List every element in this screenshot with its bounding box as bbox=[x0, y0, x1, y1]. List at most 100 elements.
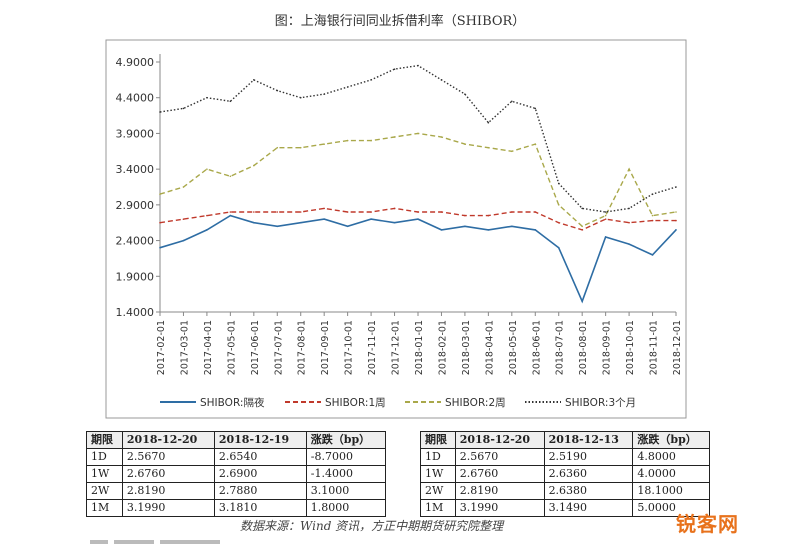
right-table-cell: 2.5670 bbox=[454, 448, 545, 466]
legend-label-3: SHIBOR:2周 bbox=[445, 397, 506, 409]
left-table-cell: 2.6900 bbox=[213, 465, 307, 483]
x-tick-label: 2018-01-01 bbox=[414, 320, 425, 375]
series-2-point bbox=[229, 211, 232, 213]
series-1-point bbox=[487, 229, 490, 231]
left-table-cell: -8.7000 bbox=[305, 448, 387, 466]
series-3-point bbox=[417, 132, 419, 135]
source-note: 数据来源：Wind 资讯，方正中期期货研究院整理 bbox=[240, 519, 504, 533]
x-tick-label: 2017-12-01 bbox=[391, 320, 402, 375]
series-4-point bbox=[253, 79, 255, 81]
left-table-cell: 2.6540 bbox=[213, 448, 307, 466]
left-table-cell: -1.4000 bbox=[305, 465, 387, 483]
right-table-cell: 2.6760 bbox=[454, 465, 545, 483]
right-table-header-cell: 涨跌（bp） bbox=[632, 431, 710, 449]
series-2-point bbox=[440, 211, 443, 213]
series-2-point bbox=[323, 207, 325, 210]
left-table-row: 2W 2.8190 2.7880 3.1000 bbox=[86, 482, 387, 500]
right-table-cell: 3.1990 bbox=[454, 499, 545, 517]
series-2-point bbox=[557, 221, 560, 224]
series-1-point bbox=[440, 229, 443, 231]
x-tick-label: 2017-05-01 bbox=[226, 320, 237, 375]
x-tick-label: 2017-08-01 bbox=[297, 320, 308, 375]
series-4-point bbox=[299, 96, 302, 99]
series-1-point bbox=[557, 246, 560, 249]
left-table-cell: 3.1000 bbox=[305, 482, 387, 500]
series-1-point bbox=[206, 229, 208, 231]
series-1-point bbox=[182, 239, 185, 242]
series-2-point bbox=[253, 211, 255, 213]
series-2-point bbox=[393, 207, 396, 210]
right-table-cell: 1D bbox=[420, 448, 456, 466]
series-2-point bbox=[464, 214, 466, 217]
right-table-row: 1D 2.5670 2.5190 4.8000 bbox=[420, 448, 710, 466]
series-3-point bbox=[557, 204, 560, 206]
series-1-point bbox=[253, 221, 255, 224]
series-1-point bbox=[276, 225, 279, 228]
series-2-point bbox=[534, 211, 537, 213]
series-1-point bbox=[370, 218, 372, 220]
right-table-cell: 2W bbox=[420, 482, 456, 500]
series-4-point bbox=[651, 193, 654, 195]
y-tick-label: 2.9000 bbox=[116, 199, 155, 212]
series-3-point bbox=[159, 193, 161, 195]
x-tick-label: 2018-03-01 bbox=[461, 320, 472, 375]
series-2-point bbox=[628, 221, 630, 224]
x-tick-label: 2018-08-01 bbox=[578, 320, 589, 375]
series-3-point bbox=[581, 225, 583, 228]
series-3-point bbox=[440, 136, 443, 138]
series-3-point bbox=[206, 168, 208, 170]
series-1-point bbox=[675, 229, 677, 231]
x-tick-label: 2018-10-01 bbox=[625, 320, 636, 375]
right-table-header-cell: 2018-12-13 bbox=[543, 431, 634, 449]
series-1-point bbox=[323, 218, 325, 220]
y-tick-label: 4.4000 bbox=[116, 92, 155, 105]
left-table-cell: 1W bbox=[86, 465, 123, 483]
x-tick-label: 2018-07-01 bbox=[555, 320, 566, 375]
series-4-point bbox=[346, 86, 349, 88]
series-2-point bbox=[487, 214, 490, 217]
legend-label-2: SHIBOR:1周 bbox=[325, 397, 386, 409]
series-4-point bbox=[534, 107, 537, 110]
x-tick-label: 2017-09-01 bbox=[320, 320, 331, 375]
series-1-point bbox=[464, 225, 466, 228]
series-1-point bbox=[651, 254, 654, 256]
right-table-cell: 4.0000 bbox=[632, 465, 710, 483]
left-table-cell: 1D bbox=[86, 448, 123, 466]
series-1-point bbox=[581, 300, 583, 303]
series-2-point bbox=[206, 214, 208, 217]
series-3-point bbox=[487, 146, 490, 149]
right-table-cell: 2.8190 bbox=[454, 482, 545, 500]
series-2-point bbox=[604, 218, 607, 220]
series-4-point bbox=[464, 93, 466, 95]
series-4-point bbox=[393, 68, 396, 70]
series-2-point bbox=[276, 211, 279, 213]
series-2-point bbox=[370, 211, 372, 213]
right-table-cell: 1W bbox=[420, 465, 456, 483]
x-tick-label: 2018-09-01 bbox=[602, 320, 613, 375]
right-table-cell: 5.0000 bbox=[632, 499, 710, 517]
series-2-point bbox=[675, 219, 677, 222]
x-tick-label: 2018-05-01 bbox=[508, 320, 519, 375]
left-table-header-cell: 2018-12-19 bbox=[213, 431, 307, 449]
series-line-1 bbox=[159, 214, 677, 304]
legend-label-4: SHIBOR:3个月 bbox=[565, 397, 636, 409]
chart-title: 图：上海银行间同业拆借利率（SHIBOR） bbox=[274, 14, 526, 29]
series-1-point bbox=[229, 214, 232, 217]
series-3-point bbox=[393, 136, 396, 138]
series-3-point bbox=[253, 164, 255, 167]
x-tick-label: 2018-12-01 bbox=[672, 320, 683, 375]
right-table-header-cell: 2018-12-20 bbox=[454, 431, 545, 449]
series-3-point bbox=[534, 143, 537, 145]
x-tick-label: 2018-11-01 bbox=[649, 320, 660, 375]
series-1-point bbox=[159, 246, 161, 249]
x-tick-label: 2018-06-01 bbox=[531, 320, 542, 375]
left-table-cell: 2.5670 bbox=[121, 448, 215, 466]
right-table-row: 1M 3.1990 3.1490 5.0000 bbox=[420, 499, 710, 517]
chart-frame bbox=[105, 39, 687, 419]
series-2-point bbox=[581, 229, 583, 231]
right-table-cell: 4.8000 bbox=[632, 448, 710, 466]
left-table-cell: 2.7880 bbox=[213, 482, 307, 500]
series-1-point bbox=[511, 225, 513, 228]
left-table-cell: 3.1990 bbox=[121, 499, 215, 517]
series-4-point bbox=[557, 182, 560, 185]
